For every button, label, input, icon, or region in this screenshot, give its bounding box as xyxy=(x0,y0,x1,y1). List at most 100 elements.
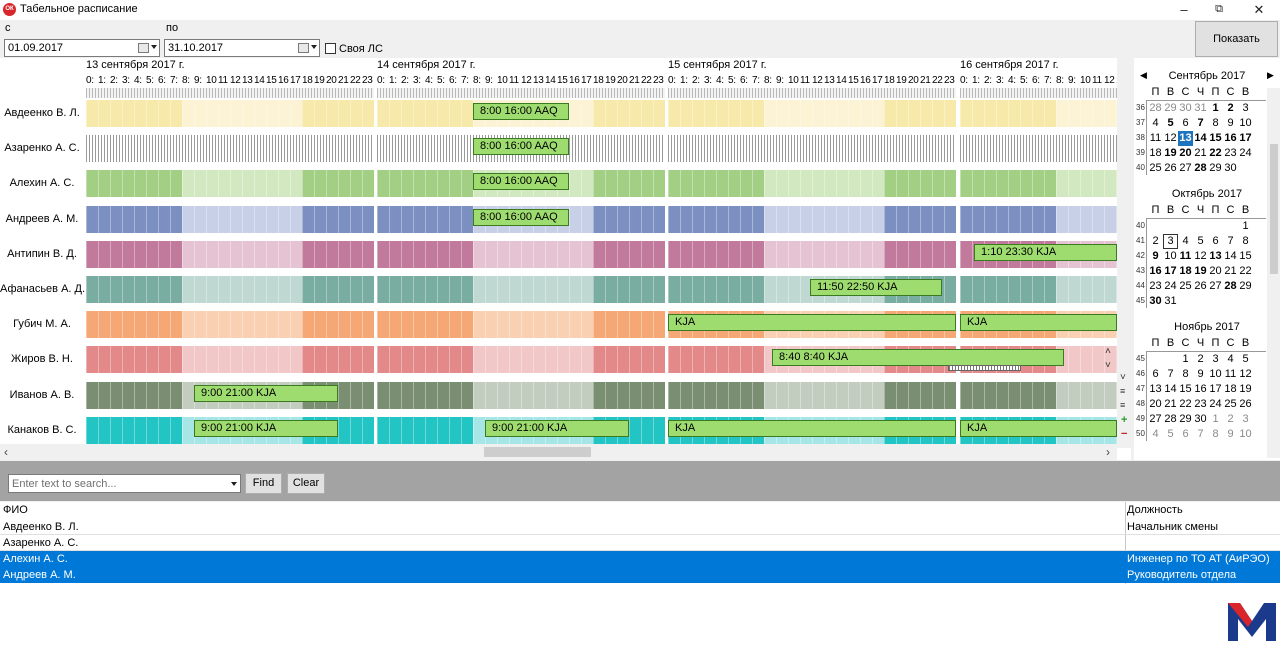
calendar-day[interactable]: 16 xyxy=(1194,383,1207,395)
calendar-day[interactable]: 11 xyxy=(1224,368,1237,380)
calendar-day[interactable]: 4 xyxy=(1227,353,1234,365)
calendar-day[interactable]: 28 xyxy=(1224,280,1237,292)
prev-month-icon[interactable]: ◀ xyxy=(1140,70,1147,80)
calendar-day[interactable]: 25 xyxy=(1224,398,1237,410)
calendar-day[interactable]: 30 xyxy=(1179,102,1192,114)
shift-bar[interactable]: KJA xyxy=(668,314,956,332)
employee-name[interactable]: Авдеенко В. Л. xyxy=(4,107,80,119)
chevron-down-icon[interactable] xyxy=(311,45,317,49)
calendar-day[interactable]: 3 xyxy=(1242,413,1249,425)
schedule-cell[interactable] xyxy=(86,311,374,339)
schedule-cell[interactable] xyxy=(960,100,1117,127)
calendar-day[interactable]: 30 xyxy=(1194,413,1207,425)
calendar-day[interactable]: 9 xyxy=(1227,428,1234,440)
column-header-position[interactable]: Должность xyxy=(1127,504,1183,516)
calendar-icon[interactable] xyxy=(298,43,309,53)
employee-name[interactable]: Иванов А. В. xyxy=(9,388,75,401)
calendar-day[interactable]: 19 xyxy=(1239,383,1252,395)
scroll-down-icon[interactable]: ˅ xyxy=(1105,360,1111,371)
shift-bar[interactable]: KJA xyxy=(960,419,1117,437)
column-header-name[interactable]: ФИО xyxy=(3,504,28,516)
shift-bar[interactable]: 8:00 16:00 AAQ xyxy=(473,173,569,191)
calendar-day[interactable]: 2 xyxy=(1197,353,1204,365)
calendar-day[interactable]: 24 xyxy=(1209,398,1222,410)
employee-name[interactable]: Губич М. А. xyxy=(13,318,71,331)
show-button[interactable]: Показать xyxy=(1195,21,1278,57)
calendar-day[interactable]: 5 xyxy=(1197,235,1204,247)
from-date-input[interactable]: 01.09.2017 xyxy=(4,39,160,57)
calendar-day[interactable]: 15 xyxy=(1209,132,1222,144)
calendar-day[interactable]: 22 xyxy=(1209,147,1222,159)
employee-grid[interactable]: ФИО Должность Авдеенко В. Л. Начальник см… xyxy=(0,502,1280,647)
calendar-day[interactable]: 21 xyxy=(1224,265,1237,277)
horizontal-scroll-thumb[interactable] xyxy=(484,447,591,457)
calendar-day[interactable]: 12 xyxy=(1194,250,1207,262)
schedule-cell[interactable] xyxy=(86,135,374,163)
schedule-cell[interactable] xyxy=(86,346,374,374)
calendar-day[interactable]: 12 xyxy=(1239,368,1252,380)
schedule-cell[interactable] xyxy=(377,346,665,374)
calendar-day[interactable]: 26 xyxy=(1194,280,1207,292)
calendar-day[interactable]: 21 xyxy=(1164,398,1177,410)
calendar-day[interactable]: 23 xyxy=(1194,398,1207,410)
calendar-day[interactable]: 10 xyxy=(1209,368,1222,380)
schedule-cell[interactable] xyxy=(377,240,665,268)
employee-name[interactable]: Канаков В. С. xyxy=(7,423,77,436)
search-input[interactable] xyxy=(8,474,241,493)
shift-bar[interactable]: 1:10 23:30 KJA xyxy=(974,243,1117,261)
calendar-day[interactable]: 6 xyxy=(1182,428,1189,440)
shift-bar[interactable]: 8:00 16:00 AAQ xyxy=(473,208,569,226)
calendar-day[interactable]: 1 xyxy=(1212,413,1219,425)
schedule-cell[interactable] xyxy=(668,381,956,409)
calendar-day[interactable]: 28 xyxy=(1149,102,1162,114)
calendar-day[interactable]: 30 xyxy=(1149,295,1162,307)
shift-bar[interactable]: 8:00 16:00 AAQ xyxy=(473,103,569,120)
calendar-day[interactable]: 22 xyxy=(1179,398,1192,410)
shift-bar[interactable]: 9:00 21:00 KJA xyxy=(194,384,338,402)
scroll-up-icon[interactable]: ˄ xyxy=(1105,346,1111,357)
calendar-day[interactable]: 5 xyxy=(1167,117,1174,129)
calendar-day[interactable]: 7 xyxy=(1167,368,1174,380)
to-date-input[interactable]: 31.10.2017 xyxy=(164,39,320,57)
schedule-cell[interactable] xyxy=(377,276,665,303)
calendar-day[interactable]: 7 xyxy=(1197,428,1204,440)
table-row[interactable]: Андреев А. М. Руководитель отдела xyxy=(0,567,1280,583)
calendar-day[interactable]: 2 xyxy=(1227,102,1234,114)
employee-name[interactable]: Азаренко А. С. xyxy=(4,142,80,155)
scroll-left-icon[interactable]: ‹ xyxy=(4,445,8,459)
calendar-day[interactable]: 29 xyxy=(1239,280,1252,292)
calendar-day[interactable]: 29 xyxy=(1209,162,1222,174)
calendar-day[interactable]: 13 xyxy=(1178,131,1193,146)
employee-name[interactable]: Жиров В. Н. xyxy=(11,353,73,366)
fit-icon[interactable]: ≡ xyxy=(1120,386,1126,396)
calendar-day[interactable]: 7 xyxy=(1197,117,1204,129)
schedule-cell[interactable] xyxy=(960,276,1117,303)
table-row[interactable]: Алехин А. С. Инженер по ТО АТ (АиРЭО) xyxy=(0,551,1280,567)
schedule-cell[interactable] xyxy=(668,135,956,163)
calendar-day[interactable]: 27 xyxy=(1209,280,1222,292)
calendar-day[interactable]: 17 xyxy=(1239,132,1252,144)
resize-handle[interactable] xyxy=(948,365,1021,371)
calendar-day[interactable]: 2 xyxy=(1152,235,1159,247)
calendar-day[interactable]: 19 xyxy=(1164,147,1177,159)
schedule-timeline[interactable]: 13 сентября 2017 г. 0: 1: 2: 3: 4: 5: 6: 7: 8: 9: 1… xyxy=(0,58,1131,460)
calendar-day[interactable]: 23 xyxy=(1149,280,1162,292)
schedule-cell[interactable] xyxy=(960,381,1117,409)
calendar-day[interactable]: 14 xyxy=(1194,132,1207,144)
calendar-day[interactable]: 3 xyxy=(1242,102,1249,114)
shift-bar[interactable]: 9:00 21:00 KJA xyxy=(485,419,629,437)
chevron-down-icon[interactable] xyxy=(231,482,237,486)
schedule-cell[interactable] xyxy=(377,311,665,339)
schedule-cell[interactable] xyxy=(86,240,374,268)
schedule-cell[interactable] xyxy=(668,240,956,268)
calendar-day[interactable]: 15 xyxy=(1179,383,1192,395)
calendar-day[interactable]: 8 xyxy=(1182,368,1189,380)
calendar-day[interactable]: 7 xyxy=(1227,235,1234,247)
shift-bar[interactable]: 11:50 22:50 KJA xyxy=(809,279,942,296)
vertical-scrollbar[interactable] xyxy=(1117,58,1131,448)
calendar-day[interactable]: 20 xyxy=(1209,265,1222,277)
schedule-cell[interactable] xyxy=(960,135,1117,163)
schedule-cell[interactable] xyxy=(668,100,956,127)
zoom-in-icon[interactable]: + xyxy=(1121,414,1128,426)
calendar-day[interactable]: 29 xyxy=(1164,102,1177,114)
